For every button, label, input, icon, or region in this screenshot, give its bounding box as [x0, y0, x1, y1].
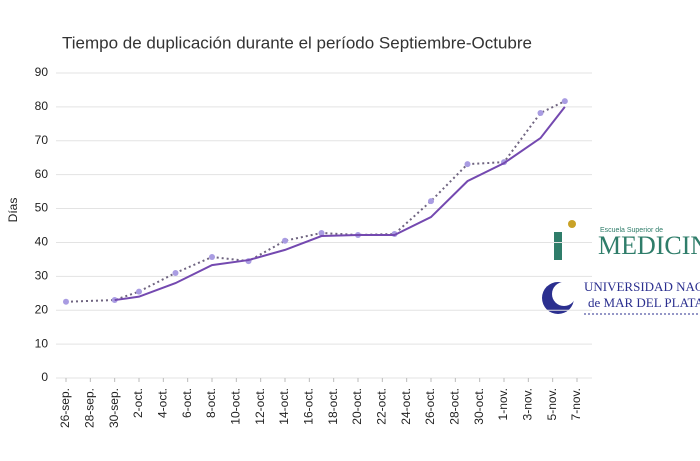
logo-icon: [568, 220, 576, 228]
x-tick-label: 5-nov.: [545, 388, 559, 420]
x-tick-label: 2-oct.: [131, 388, 145, 418]
data-point: [428, 198, 434, 205]
y-tick-label: 70: [35, 133, 49, 147]
x-tick-label: 10-oct.: [229, 388, 243, 425]
y-axis-label: Días: [6, 198, 20, 223]
logo-icon: [554, 232, 562, 260]
logo-text: Escuela Superior de: [600, 227, 663, 234]
x-tick-label: 30-oct.: [472, 388, 486, 425]
x-tick-label: 30-sep.: [107, 388, 121, 428]
data-point: [209, 254, 215, 261]
x-tick-label: 12-oct.: [253, 388, 267, 425]
data-point: [63, 298, 69, 305]
logo-icon: [552, 282, 576, 306]
data-point: [136, 288, 142, 295]
logo: Escuela Superior de MEDICINA UNIVERSIDAD…: [542, 220, 700, 315]
data-point: [282, 237, 288, 244]
logo-text: de MAR DEL PLATA: [588, 295, 700, 310]
y-tick-label: 80: [35, 99, 49, 113]
x-tick-label: 16-oct.: [302, 388, 316, 425]
x-tick-label: 1-nov.: [496, 388, 510, 420]
data-point: [561, 98, 568, 105]
x-tick-label: 3-nov.: [521, 388, 535, 420]
data-point: [172, 269, 179, 276]
y-tick-label: 90: [35, 65, 49, 79]
x-tick-label: 20-oct.: [350, 388, 364, 425]
x-tick-label: 18-oct.: [326, 388, 340, 425]
chart-title: Tiempo de duplicación durante el período…: [62, 33, 532, 52]
y-tick-label: 50: [35, 201, 49, 215]
y-tick-label: 30: [35, 269, 49, 283]
x-tick-label: 14-oct.: [277, 388, 291, 425]
data-point: [464, 161, 471, 168]
y-tick-label: 60: [35, 167, 49, 181]
logo-text: MEDICINA: [598, 231, 700, 260]
x-tick-label: 22-oct.: [375, 388, 389, 425]
y-tick-label: 10: [35, 336, 49, 350]
y-tick-label: 40: [35, 235, 49, 249]
x-tick-label: 26-sep.: [58, 388, 72, 428]
x-tick-label: 24-oct.: [399, 388, 413, 425]
x-tick-label: 26-oct.: [423, 388, 437, 425]
x-tick-label: 8-oct.: [204, 388, 218, 418]
x-tick-label: 28-sep.: [83, 388, 97, 428]
y-tick-label: 0: [41, 370, 48, 384]
data-line: [114, 106, 566, 302]
data-line: [65, 100, 566, 303]
x-tick-label: 28-oct.: [448, 388, 462, 425]
x-tick-label: 4-oct.: [156, 388, 170, 418]
logo-text: UNIVERSIDAD NACIONAL: [584, 279, 700, 294]
data-point: [537, 109, 544, 116]
x-tick-label: 6-oct.: [180, 388, 194, 418]
data-point: [318, 229, 325, 236]
x-tick-label: 7-nov.: [569, 388, 583, 420]
y-tick-label: 20: [35, 302, 49, 316]
